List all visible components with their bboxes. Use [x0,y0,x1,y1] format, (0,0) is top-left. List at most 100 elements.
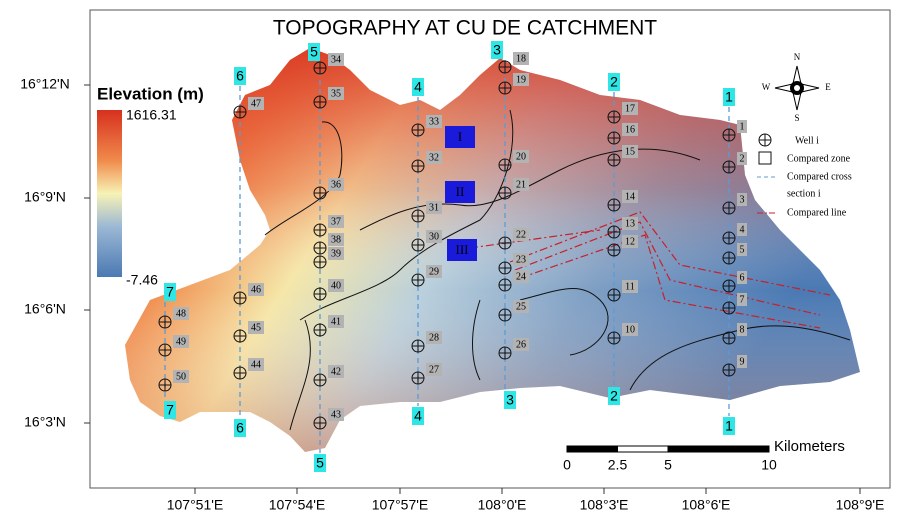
well-label: 1 [740,121,745,132]
well-label: 23 [516,254,526,265]
well-label: 33 [429,116,439,127]
latitude-label: 16°6'N [24,301,66,317]
well-label: 9 [740,356,745,367]
cross-section-label-top: 3 [493,42,501,58]
well-label: 10 [625,324,635,335]
well-label: 2 [740,153,745,164]
well-label: 6 [740,272,745,283]
cross-section-label-bottom: 3 [506,392,514,408]
compass-n: N [794,52,801,62]
legend-min: -7.46 [126,272,158,288]
well-label: 22 [516,229,526,240]
cross-section-label-bottom: 7 [166,402,174,418]
well-label: 3 [740,194,745,205]
well-label: 13 [625,218,635,229]
cross-section-label-top: 7 [166,284,174,300]
well-label: 28 [429,332,439,343]
well-label: 20 [516,151,526,162]
well-label: 36 [331,179,341,190]
legend-title: Elevation (m) [97,84,204,103]
well-label: 4 [740,224,745,235]
well-label: 41 [331,316,341,327]
scale-bar-label: 5 [664,457,672,473]
legend-cross-section: Compared cross [787,171,852,182]
well-label: 50 [176,371,186,382]
well-label: 7 [740,294,745,305]
cross-section-label-bottom: 4 [414,408,422,424]
well-label: 32 [429,152,439,163]
longitude-label: 108°6'E [682,497,731,513]
cross-section-label-top: 2 [610,74,618,90]
well-label: 15 [625,146,635,157]
well-label: 18 [516,53,526,64]
scale-bar-label: 0 [563,457,571,473]
well-label: 21 [516,179,526,190]
cross-section-label-top: 5 [310,44,318,60]
well-label: 26 [516,339,526,350]
well-label: 34 [331,54,341,65]
longitude-label: 108°9'E [836,497,885,513]
compass-e: E [825,82,831,92]
well-label: 42 [331,366,341,377]
well-label: 45 [251,322,261,333]
cross-section-label-top: 4 [414,79,422,95]
well-label: 43 [331,409,341,420]
latitude-label: 16°9'N [24,189,66,205]
legend-zone: Compared zone [787,153,851,164]
map-title: TOPOGRAPHY AT CU DE CATCHMENT [273,17,657,40]
well-label: 31 [429,202,439,213]
cross-section-label-top: 6 [236,68,244,84]
zone-label: III [456,242,469,257]
legend-colorbar [97,110,122,277]
compass-s: S [794,113,799,123]
zone-label: II [456,184,465,199]
well-label: 11 [625,281,635,292]
well-label: 5 [740,244,745,255]
latitude-label: 16°12'N [20,76,70,92]
well-label: 12 [625,236,635,247]
scale-bar-segment [567,446,618,452]
well-label: 24 [516,271,526,282]
well-label: 14 [625,191,635,202]
well-label: 17 [625,103,635,114]
zone-label: I [458,129,462,144]
well-label: 30 [429,231,439,242]
longitude-label: 108°3'E [580,497,629,513]
longitude-label: 107°54'E [269,497,326,513]
legend-well: Well i [795,135,819,146]
well-label: 25 [516,301,526,312]
legend-line: Compared line [787,207,847,218]
well-label: 37 [331,216,341,227]
well-label: 29 [429,266,439,277]
well-label: 38 [331,234,341,245]
well-label: 48 [176,308,186,319]
well-label: 35 [331,88,341,99]
well-label: 16 [625,124,635,135]
scale-bar-segment [618,446,669,452]
well-label: 40 [331,280,341,291]
legend-zone-symbol [759,152,771,164]
compass-dot [794,85,800,91]
scale-bar-label: 2.5 [608,457,628,473]
scale-bar-label: 10 [761,457,777,473]
well-label: 27 [429,364,439,375]
well-label: 47 [251,98,261,109]
cross-section-label-bottom: 5 [316,455,324,471]
well-label: 46 [251,284,261,295]
longitude-label: 108°0'E [478,497,527,513]
well-label: 39 [331,248,341,259]
well-label: 49 [176,336,186,347]
scale-bar-segment [668,446,769,452]
well-label: 19 [516,74,526,85]
longitude-label: 107°51'E [167,497,224,513]
latitude-label: 16°3'N [24,414,66,430]
well-label: 44 [251,359,261,370]
well-label: 8 [740,324,745,335]
map-figure: TOPOGRAPHY AT CU DE CATCHMENT Elevation (… [0,0,901,520]
cross-section-label-bottom: 6 [236,420,244,436]
legend-max: 1616.31 [126,107,177,123]
longitude-label: 107°57'E [372,497,429,513]
legend-cross-section: section i [787,188,821,199]
scale-bar-unit: Kilometers [774,438,845,455]
compass-w: W [762,82,771,92]
